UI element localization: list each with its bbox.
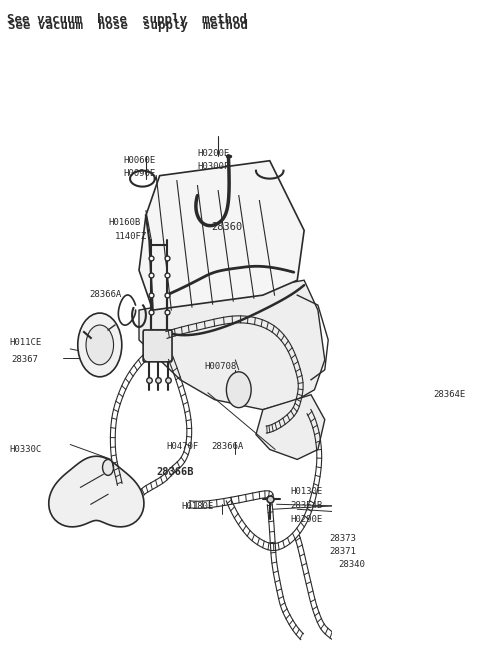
Text: 28340: 28340 — [338, 560, 365, 569]
Text: 28366B: 28366B — [156, 467, 194, 478]
Text: H0470F: H0470F — [167, 442, 199, 451]
Text: 28366A: 28366A — [211, 442, 243, 451]
Polygon shape — [49, 456, 144, 527]
Text: H0060E: H0060E — [124, 156, 156, 165]
Text: See vacuum  hose  supply  method: See vacuum hose supply method — [7, 13, 247, 26]
Text: 28360: 28360 — [211, 223, 242, 233]
Text: H0200E: H0200E — [197, 148, 230, 158]
Circle shape — [415, 383, 429, 403]
Text: See vacuum  hose  supply  method: See vacuum hose supply method — [8, 19, 248, 32]
Text: 28364E: 28364E — [433, 390, 466, 399]
Text: H0130E: H0130E — [290, 487, 323, 496]
Text: H0180E: H0180E — [181, 502, 214, 511]
Text: 28371: 28371 — [329, 547, 356, 556]
Polygon shape — [139, 161, 304, 310]
Text: 28373: 28373 — [329, 534, 356, 543]
Text: 28367: 28367 — [12, 355, 38, 364]
Text: H0160B: H0160B — [108, 219, 140, 227]
Circle shape — [103, 459, 114, 476]
Polygon shape — [139, 280, 325, 410]
Circle shape — [78, 313, 122, 377]
Text: H00708: H00708 — [204, 362, 237, 371]
Circle shape — [86, 325, 114, 365]
Text: 1140FZ: 1140FZ — [115, 233, 147, 241]
Text: H011CE: H011CE — [10, 338, 42, 347]
Text: 283E4B: 283E4B — [290, 501, 323, 510]
Circle shape — [227, 372, 251, 407]
Text: H0300F: H0300F — [197, 162, 230, 171]
Circle shape — [404, 383, 418, 403]
FancyBboxPatch shape — [143, 330, 172, 362]
Text: H0330C: H0330C — [10, 445, 42, 453]
Text: H0090E: H0090E — [124, 169, 156, 177]
Text: 28366A: 28366A — [89, 290, 122, 299]
Text: H0290E: H0290E — [290, 515, 323, 524]
Polygon shape — [256, 395, 325, 459]
